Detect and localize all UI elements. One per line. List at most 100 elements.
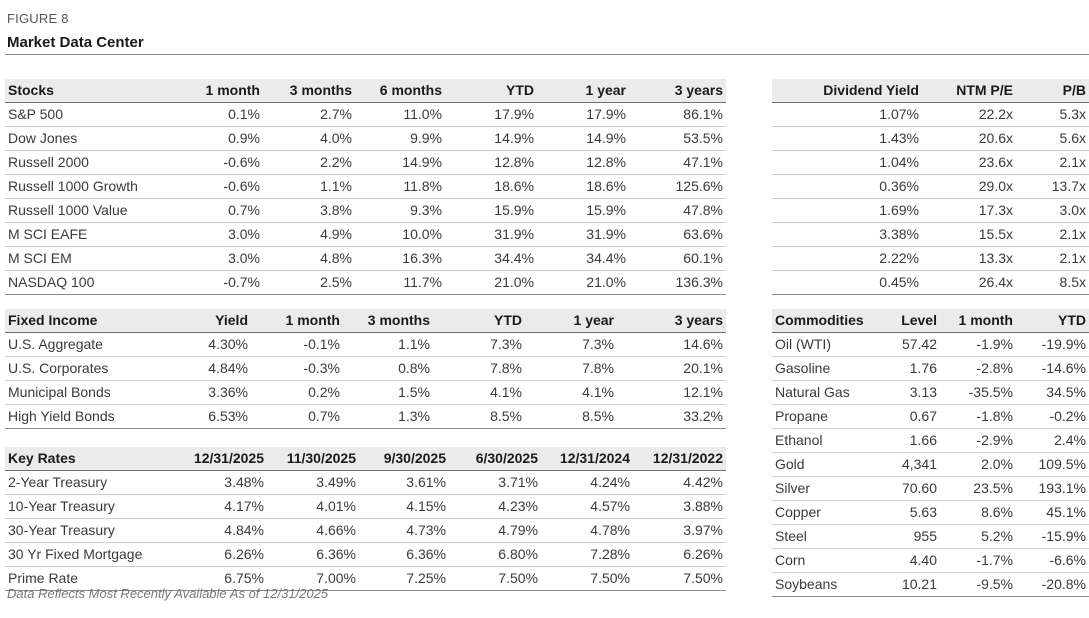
table-row: NASDAQ 100 -0.7% 2.5% 11.7% 21.0% 21.0% 136.3% xyxy=(5,270,726,295)
table-cell: -9.5% xyxy=(940,572,1016,597)
row-label: S&P 500 xyxy=(5,102,171,127)
table-cell: 11.0% xyxy=(355,102,445,127)
table-cell: 6.80% xyxy=(449,542,541,567)
table-cell: 7.25% xyxy=(359,566,449,591)
table-cell: 12.1% xyxy=(617,380,726,405)
table-cell: 57.42 xyxy=(876,332,940,357)
table-cell: 13.3x xyxy=(922,246,1016,271)
table-cell: -2.9% xyxy=(940,428,1016,453)
valuation-header-pb: P/B xyxy=(1016,79,1089,103)
table-cell: 34.5% xyxy=(1016,380,1089,405)
table-cell: 7.50% xyxy=(633,566,726,591)
table-cell: 63.6% xyxy=(629,222,726,247)
table-cell: 86.1% xyxy=(629,102,726,127)
table-cell: 955 xyxy=(876,524,940,549)
table-cell: 6.26% xyxy=(633,542,726,567)
key-rates-header-date-5: 12/31/2024 xyxy=(541,447,633,471)
table-cell: 3.48% xyxy=(171,470,267,495)
table-cell: 18.6% xyxy=(445,174,537,199)
table-cell: 1.04% xyxy=(772,150,922,175)
table-cell: 2.1x xyxy=(1016,246,1089,271)
footnote: Data Reflects Most Recently Available As… xyxy=(7,586,329,601)
valuation-header-ntm-pe: NTM P/E xyxy=(922,79,1016,103)
table-cell: 8.5x xyxy=(1016,270,1089,295)
fixed-income-header-label: Fixed Income xyxy=(5,309,171,333)
table-cell: 4.8% xyxy=(263,246,355,271)
table-row: 0.45% 26.4x 8.5x xyxy=(772,270,1089,295)
table-cell: 70.60 xyxy=(876,476,940,501)
table-cell: 4.73% xyxy=(359,518,449,543)
table-cell: 0.9% xyxy=(171,126,263,151)
table-cell: 53.5% xyxy=(629,126,726,151)
table-cell: 2.5% xyxy=(263,270,355,295)
table-cell: 3.0% xyxy=(171,222,263,247)
commodities-header-label: Commodities xyxy=(772,309,876,333)
table-cell: 14.6% xyxy=(617,332,726,357)
table-row: High Yield Bonds 6.53% 0.7% 1.3% 8.5% 8.5% 33.… xyxy=(5,404,726,429)
row-label: 30 Yr Fixed Mortgage xyxy=(5,542,171,567)
table-cell: 3.61% xyxy=(359,470,449,495)
table-cell: 4.79% xyxy=(449,518,541,543)
valuation-header-dividend-yield: Dividend Yield xyxy=(772,79,922,103)
table-cell: 11.7% xyxy=(355,270,445,295)
row-label: U.S. Aggregate xyxy=(5,332,171,357)
table-cell: 1.3% xyxy=(343,404,433,429)
table-cell: 4.40 xyxy=(876,548,940,573)
table-cell: -1.8% xyxy=(940,404,1016,429)
commodities-table: Commodities Level 1 month YTD Oil (WTI) 5… xyxy=(772,309,1089,597)
table-cell: 20.1% xyxy=(617,356,726,381)
table-row: Copper 5.63 8.6% 45.1% xyxy=(772,500,1089,525)
table-cell: 23.6x xyxy=(922,150,1016,175)
stocks-header-ytd: YTD xyxy=(445,79,537,103)
table-cell: 10.0% xyxy=(355,222,445,247)
fixed-income-header-row: Fixed Income Yield 1 month 3 months YTD … xyxy=(5,309,726,333)
table-row: Russell 2000 -0.6% 2.2% 14.9% 12.8% 12.8% 47.1… xyxy=(5,150,726,175)
table-cell: -0.1% xyxy=(251,332,343,357)
table-cell: 6.26% xyxy=(171,542,267,567)
row-label: 30-Year Treasury xyxy=(5,518,171,543)
table-cell: 4.84% xyxy=(171,356,251,381)
table-cell: 4.24% xyxy=(541,470,633,495)
key-rates-header-label: Key Rates xyxy=(5,447,171,471)
valuation-table: Dividend Yield NTM P/E P/B 1.07% 22.2x 5.3… xyxy=(772,79,1089,295)
table-cell: 12.8% xyxy=(537,150,629,175)
table-cell: 15.5x xyxy=(922,222,1016,247)
key-rates-header-date-3: 9/30/2025 xyxy=(359,447,449,471)
commodities-header-row: Commodities Level 1 month YTD xyxy=(772,309,1089,333)
table-cell: 17.9% xyxy=(445,102,537,127)
table-cell: 15.9% xyxy=(537,198,629,223)
table-cell: -0.3% xyxy=(251,356,343,381)
table-cell: 47.1% xyxy=(629,150,726,175)
row-label: Silver xyxy=(772,476,876,501)
table-cell: 4.30% xyxy=(171,332,251,357)
key-rates-header-date-4: 6/30/2025 xyxy=(449,447,541,471)
row-label: NASDAQ 100 xyxy=(5,270,171,295)
table-cell: 21.0% xyxy=(445,270,537,295)
table-row: 2-Year Treasury 3.48% 3.49% 3.61% 3.71% 4.24%… xyxy=(5,470,726,495)
table-cell: 29.0x xyxy=(922,174,1016,199)
table-cell: 60.1% xyxy=(629,246,726,271)
table-cell: 4.78% xyxy=(541,518,633,543)
row-label: M SCI EAFE xyxy=(5,222,171,247)
table-cell: 4.66% xyxy=(267,518,359,543)
table-row: 10-Year Treasury 4.17% 4.01% 4.15% 4.23% 4.57… xyxy=(5,494,726,519)
table-row: Natural Gas 3.13 -35.5% 34.5% xyxy=(772,380,1089,405)
table-cell: 13.7x xyxy=(1016,174,1089,199)
table-cell: 6.53% xyxy=(171,404,251,429)
row-label: Russell 2000 xyxy=(5,150,171,175)
table-cell: 7.50% xyxy=(541,566,633,591)
row-label: Gold xyxy=(772,452,876,477)
stocks-header-1-year: 1 year xyxy=(537,79,629,103)
stocks-header-1-month: 1 month xyxy=(171,79,263,103)
table-cell: 31.9% xyxy=(537,222,629,247)
table-cell: 33.2% xyxy=(617,404,726,429)
title-divider xyxy=(5,54,1089,55)
table-row: S&P 500 0.1% 2.7% 11.0% 17.9% 17.9% 86.1% xyxy=(5,102,726,127)
table-cell: 3.36% xyxy=(171,380,251,405)
table-row: 1.04% 23.6x 2.1x xyxy=(772,150,1089,175)
table-cell: 3.0% xyxy=(171,246,263,271)
table-cell: 26.4x xyxy=(922,270,1016,295)
key-rates-header-date-6: 12/31/2022 xyxy=(633,447,726,471)
table-cell: 7.8% xyxy=(525,356,617,381)
table-cell: 6.36% xyxy=(267,542,359,567)
